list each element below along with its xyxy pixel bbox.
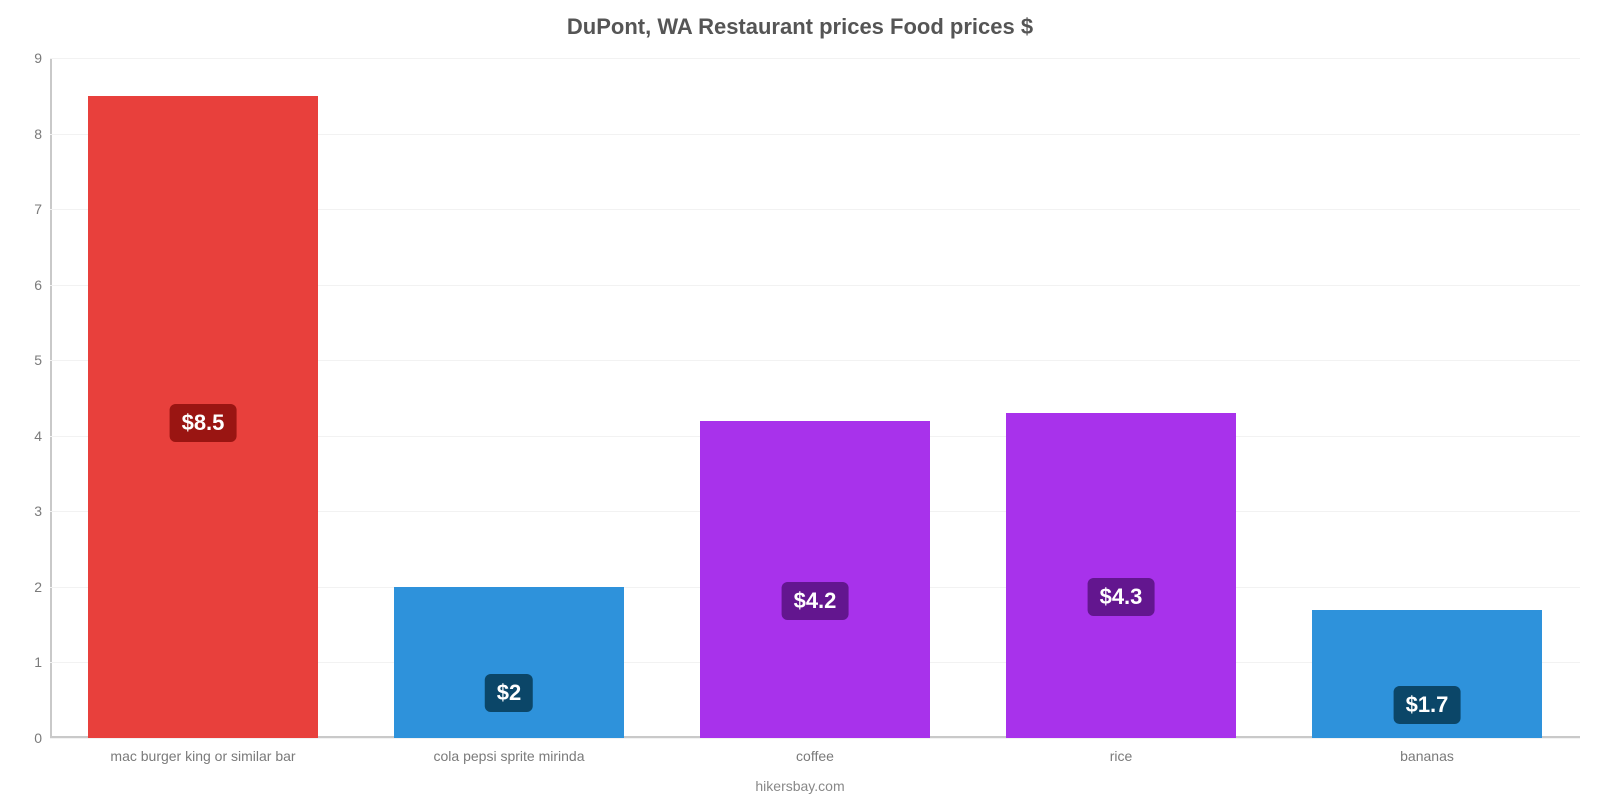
y-axis-tick: 2 [34,579,50,595]
grid-line [50,58,1580,59]
x-axis-label: rice [1110,738,1133,764]
y-axis-tick: 3 [34,503,50,519]
y-axis-tick: 9 [34,50,50,66]
bar-value-badge: $1.7 [1394,686,1461,724]
y-axis-tick: 4 [34,428,50,444]
bar-value-badge: $4.3 [1088,578,1155,616]
chart-title: DuPont, WA Restaurant prices Food prices… [0,0,1600,40]
bar [700,421,930,738]
y-axis-tick: 8 [34,126,50,142]
x-axis-label: cola pepsi sprite mirinda [434,738,585,764]
bar [1006,413,1236,738]
bar-value-badge: $4.2 [782,582,849,620]
chart-source-footer: hikersbay.com [0,778,1600,794]
bar-value-badge: $2 [485,674,533,712]
x-axis-label: bananas [1400,738,1454,764]
price-bar-chart: DuPont, WA Restaurant prices Food prices… [0,0,1600,800]
y-axis-line [50,58,52,738]
y-axis-tick: 5 [34,352,50,368]
y-axis-tick: 1 [34,654,50,670]
y-axis-tick: 0 [34,730,50,746]
y-axis-tick: 7 [34,201,50,217]
y-axis-tick: 6 [34,277,50,293]
x-axis-label: coffee [796,738,834,764]
x-axis-label: mac burger king or similar bar [110,738,295,764]
plot-area: 0123456789mac burger king or similar bar… [50,58,1580,738]
bar [394,587,624,738]
bar-value-badge: $8.5 [170,404,237,442]
